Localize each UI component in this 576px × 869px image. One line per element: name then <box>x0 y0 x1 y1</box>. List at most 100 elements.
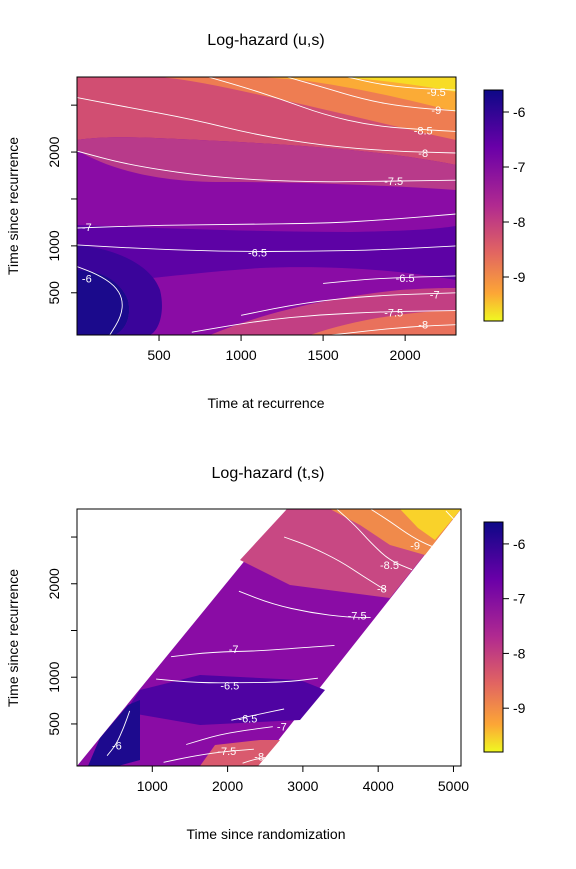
contour-label: -7 <box>82 222 92 234</box>
chart-title: Log-hazard (t,s) <box>212 465 325 482</box>
heat-region-core <box>77 225 456 285</box>
y-tick-label: 2000 <box>46 136 62 167</box>
plot-frame <box>76 508 462 767</box>
contour-label: -7 <box>277 722 287 734</box>
x-tick-label: 500 <box>147 347 171 363</box>
contour-line <box>238 590 371 618</box>
contours-t-s <box>106 509 458 764</box>
contour-labels-u-s: -9.5 -9 -8.5 -8 -7.5 -7 -6.5 -6.5 -6 -7 -7.5 -8 <box>82 87 446 332</box>
contour-line <box>231 708 285 721</box>
heat-region-mid-upper <box>77 137 456 190</box>
panel-t-s: Log-hazard (t,s) -9-8.5-8-7.5-7-6.5-6.5-… <box>5 465 526 842</box>
colorbar-tick-label: -7 <box>513 591 526 607</box>
x-tick-label: 2000 <box>212 778 243 794</box>
contour-label: -8 <box>254 752 264 764</box>
heatmap-u-s <box>77 77 456 335</box>
contour-line <box>191 310 456 333</box>
heat-region-orange <box>260 77 456 112</box>
contour-label: -7 <box>229 644 239 656</box>
contour-line <box>77 97 456 154</box>
x-tick-label: 1000 <box>225 347 256 363</box>
x-tick-label: 1000 <box>137 778 168 794</box>
x-axis: 1000 2000 3000 4000 5000 <box>137 766 469 794</box>
contour-line <box>286 77 456 112</box>
colorbar-gradient <box>483 521 504 753</box>
contour-line <box>77 244 456 252</box>
contour-label: -6.5 <box>396 273 415 285</box>
contour-line <box>283 536 386 591</box>
contour-line <box>186 726 273 745</box>
colorbar-ticks: -6 -7 -8 -9 <box>503 104 526 285</box>
x-tick-label: 5000 <box>438 778 469 794</box>
colorbar-tick-label: -6 <box>513 536 526 552</box>
contour-label: -7.5 <box>217 746 236 758</box>
y-tick-label: 500 <box>46 281 62 305</box>
y-tick-label: 1000 <box>46 661 62 692</box>
contour-label: -7.5 <box>348 611 367 623</box>
contour-label: -8.5 <box>414 126 433 138</box>
x-axis-label: Time since randomization <box>187 826 346 842</box>
contour-label: -8 <box>377 583 387 595</box>
x-axis-label: Time at recurrence <box>208 395 325 411</box>
contour-line <box>331 324 456 335</box>
chart-title: Log-hazard (u,s) <box>207 32 324 49</box>
contour-line <box>106 710 131 756</box>
panel-u-s: Log-hazard (u,s) -9.5 -9 -8.5 -8 -7.5 -7 -6.5 -… <box>5 32 526 411</box>
heat-region-core <box>125 675 325 725</box>
heatmap-t-s <box>77 509 461 766</box>
contour-labels-t-s: -9 -8.5 -8 -7.5 -7 -6.5 -6.5 -7 -6 -7.5 -8 <box>112 540 420 763</box>
plot-frame <box>76 76 457 336</box>
x-tick-label: 3000 <box>287 778 318 794</box>
y-axis-label: Time since recurrence <box>5 137 21 275</box>
contour-line <box>208 77 456 132</box>
contour-label: -6 <box>112 740 122 752</box>
contour-label: -9 <box>410 540 420 552</box>
contour-line <box>323 275 456 284</box>
contour-line <box>171 644 335 658</box>
contour-line <box>370 509 447 552</box>
x-tick-label: 2000 <box>390 347 421 363</box>
heat-region-lower-right-2 <box>310 310 456 335</box>
contour-label: -6.5 <box>238 713 257 725</box>
contours-u-s <box>77 77 456 335</box>
heat-region-lower <box>200 740 280 766</box>
x-axis: 500 1000 1500 2000 <box>147 335 421 363</box>
contour-label: -8.5 <box>380 560 399 572</box>
contour-line <box>77 213 456 229</box>
contour-line <box>336 509 413 571</box>
y-axis: 500 1000 2000 <box>46 104 77 305</box>
contour-line <box>77 150 456 183</box>
contour-line <box>445 510 458 524</box>
contour-label: -6.5 <box>248 247 267 259</box>
colorbar-tick-label: -7 <box>513 159 526 175</box>
y-axis-label: Time since recurrence <box>5 569 21 707</box>
colorbar-gradient <box>483 89 504 322</box>
contour-line <box>77 266 123 335</box>
contour-label: -9 <box>431 105 441 117</box>
contour-line <box>156 677 318 684</box>
y-tick-label: 2000 <box>46 568 62 599</box>
contour-line <box>163 748 254 763</box>
heat-region-darkest <box>88 700 140 766</box>
colorbar: -6 -7 -8 -9 <box>483 521 526 753</box>
contour-label: -6.5 <box>220 681 239 693</box>
colorbar-tick-label: -6 <box>513 104 526 120</box>
y-tick-label: 1000 <box>46 230 62 261</box>
contour-label: -9.5 <box>427 87 446 99</box>
heat-region-yellow <box>400 509 461 540</box>
contour-line <box>347 77 456 91</box>
x-tick-label: 4000 <box>363 778 394 794</box>
contour-label: -8 <box>418 320 428 332</box>
heat-region-dark <box>77 245 162 335</box>
colorbar-tick-label: -8 <box>513 645 526 661</box>
colorbar-tick-label: -8 <box>513 214 526 230</box>
contour-label: -6 <box>82 274 92 286</box>
colorbar-tick-label: -9 <box>513 700 526 716</box>
contour-label: -7.5 <box>384 176 403 188</box>
contour-label: -8 <box>418 148 428 160</box>
colorbar-tick-label: -9 <box>513 269 526 285</box>
colorbar: -6 -7 -8 -9 <box>483 89 526 322</box>
contour-label: -7.5 <box>384 308 403 320</box>
y-axis: 500 1000 2000 <box>46 536 77 736</box>
